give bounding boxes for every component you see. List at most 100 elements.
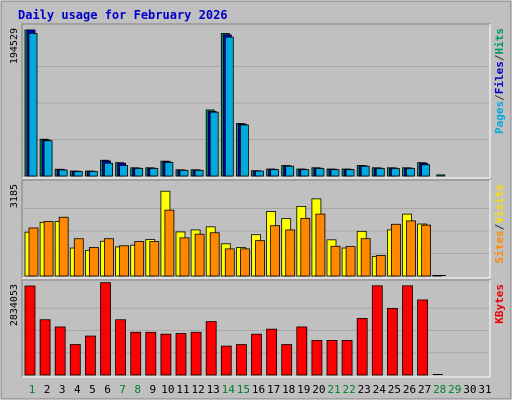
bar-kbytes	[24, 285, 36, 376]
bar-sites	[436, 275, 446, 276]
bar-sites	[134, 241, 145, 277]
bar-kbytes	[160, 333, 172, 376]
x-tick-label: 18	[282, 383, 295, 396]
bar-kbytes	[100, 282, 111, 376]
x-tick-label: 5	[89, 383, 96, 396]
bar-pages	[270, 169, 280, 177]
bar-pages	[345, 169, 355, 177]
x-tick-label: 19	[297, 383, 310, 396]
bar-sites	[406, 220, 416, 277]
bar-pages	[119, 165, 128, 177]
bar-kbytes	[220, 345, 232, 376]
bar-pages	[375, 168, 385, 177]
x-tick-label: 7	[119, 383, 126, 396]
legend-entry: /	[493, 54, 506, 61]
bar-kbytes	[432, 374, 443, 375]
bar-pages	[315, 168, 325, 177]
legend-entry: Hits	[493, 28, 506, 55]
x-tick-label: 31	[478, 383, 491, 396]
legend-entry: Sites	[493, 230, 506, 263]
bar-pages	[179, 169, 189, 177]
bar-pages	[390, 168, 400, 177]
bar-sites	[43, 221, 54, 277]
bar-pages	[28, 32, 38, 177]
x-tick-label: 15	[237, 383, 250, 396]
bar-kbytes	[145, 331, 157, 376]
bar-pages	[224, 36, 234, 177]
bar-sites	[73, 238, 84, 277]
bar-sites	[119, 245, 129, 277]
bar-kbytes	[175, 333, 187, 376]
bar-pages	[209, 111, 219, 177]
x-tick-label: 10	[161, 383, 174, 396]
bar-sites	[164, 209, 175, 277]
bar-kbytes	[281, 344, 293, 376]
x-tick-label: 1	[29, 383, 36, 396]
bar-sites	[28, 227, 39, 277]
x-tick-label: 8	[134, 383, 141, 396]
bar-kbytes	[296, 326, 308, 376]
x-tick-label: 24	[373, 383, 387, 396]
bar-sites	[58, 216, 69, 277]
bar-pages	[134, 168, 144, 177]
x-tick-label: 20	[312, 383, 325, 396]
bar-kbytes	[235, 344, 247, 376]
bar-kbytes	[69, 344, 81, 376]
x-tick-label: 22	[342, 383, 355, 396]
x-tick-label: 25	[388, 383, 401, 396]
x-tick-label: 27	[418, 383, 431, 396]
bar-pages	[58, 169, 68, 177]
bar-kbytes	[251, 333, 262, 376]
bar-sites	[300, 217, 311, 277]
bar-kbytes	[266, 328, 278, 376]
y-max-label: 194529	[9, 28, 20, 64]
bar-sites	[360, 238, 371, 277]
x-tick-label: 23	[358, 383, 371, 396]
legend-entry: Files	[493, 61, 506, 94]
legend-entry: KBytes	[493, 284, 506, 324]
bar-sites	[255, 240, 265, 277]
x-tick-label: 9	[149, 383, 156, 396]
bar-kbytes	[402, 285, 413, 376]
bar-pages	[255, 170, 264, 177]
bar-pages	[330, 169, 340, 177]
bar-sites	[224, 248, 235, 277]
panel-kbytes: 2834053 KBytes	[9, 279, 506, 378]
x-tick-label: 3	[59, 383, 66, 396]
bar-kbytes	[205, 321, 217, 376]
x-tick-label: 26	[403, 383, 416, 396]
bar-sites	[194, 233, 205, 277]
bar-kbytes	[39, 319, 51, 376]
x-tick-label: 2	[44, 383, 51, 396]
legend-entry: Pages	[493, 101, 506, 134]
bar-pages	[164, 162, 174, 177]
legend-entry: /	[493, 94, 506, 101]
bar-kbytes	[326, 340, 338, 376]
bar-kbytes	[311, 340, 323, 376]
chart-panels: 194529Pages/Files/Hits3185Sites/Visits28…	[9, 23, 506, 378]
panel-visits-sites: 3185 Sites/Visits	[9, 179, 506, 279]
chart-title: Daily usage for February 2026	[18, 8, 228, 22]
bar-kbytes	[54, 326, 66, 376]
x-tick-label: 21	[327, 383, 340, 396]
plot-area	[21, 23, 491, 179]
bar-pages	[73, 171, 83, 177]
bar-pages	[43, 140, 53, 177]
bar-pages	[194, 169, 204, 177]
bar-kbytes	[386, 308, 398, 376]
bar-kbytes	[341, 340, 353, 376]
bar-sites	[315, 213, 326, 277]
bar-sites	[209, 232, 220, 277]
x-tick-label: 17	[267, 383, 280, 396]
bar-sites	[239, 248, 250, 277]
x-tick-label: 14	[222, 383, 236, 396]
x-axis-labels: 1 2 3 4 5 6 7 8 9 10 11 12 13 14 15 16 17 18 19 20 21 22 23 24 2…	[29, 383, 492, 396]
bar-sites	[345, 246, 356, 277]
bar-kbytes	[85, 335, 96, 376]
bar-sites	[104, 238, 114, 277]
bar-pages	[89, 171, 98, 177]
bar-pages	[149, 168, 159, 177]
bar-pages	[300, 169, 310, 177]
